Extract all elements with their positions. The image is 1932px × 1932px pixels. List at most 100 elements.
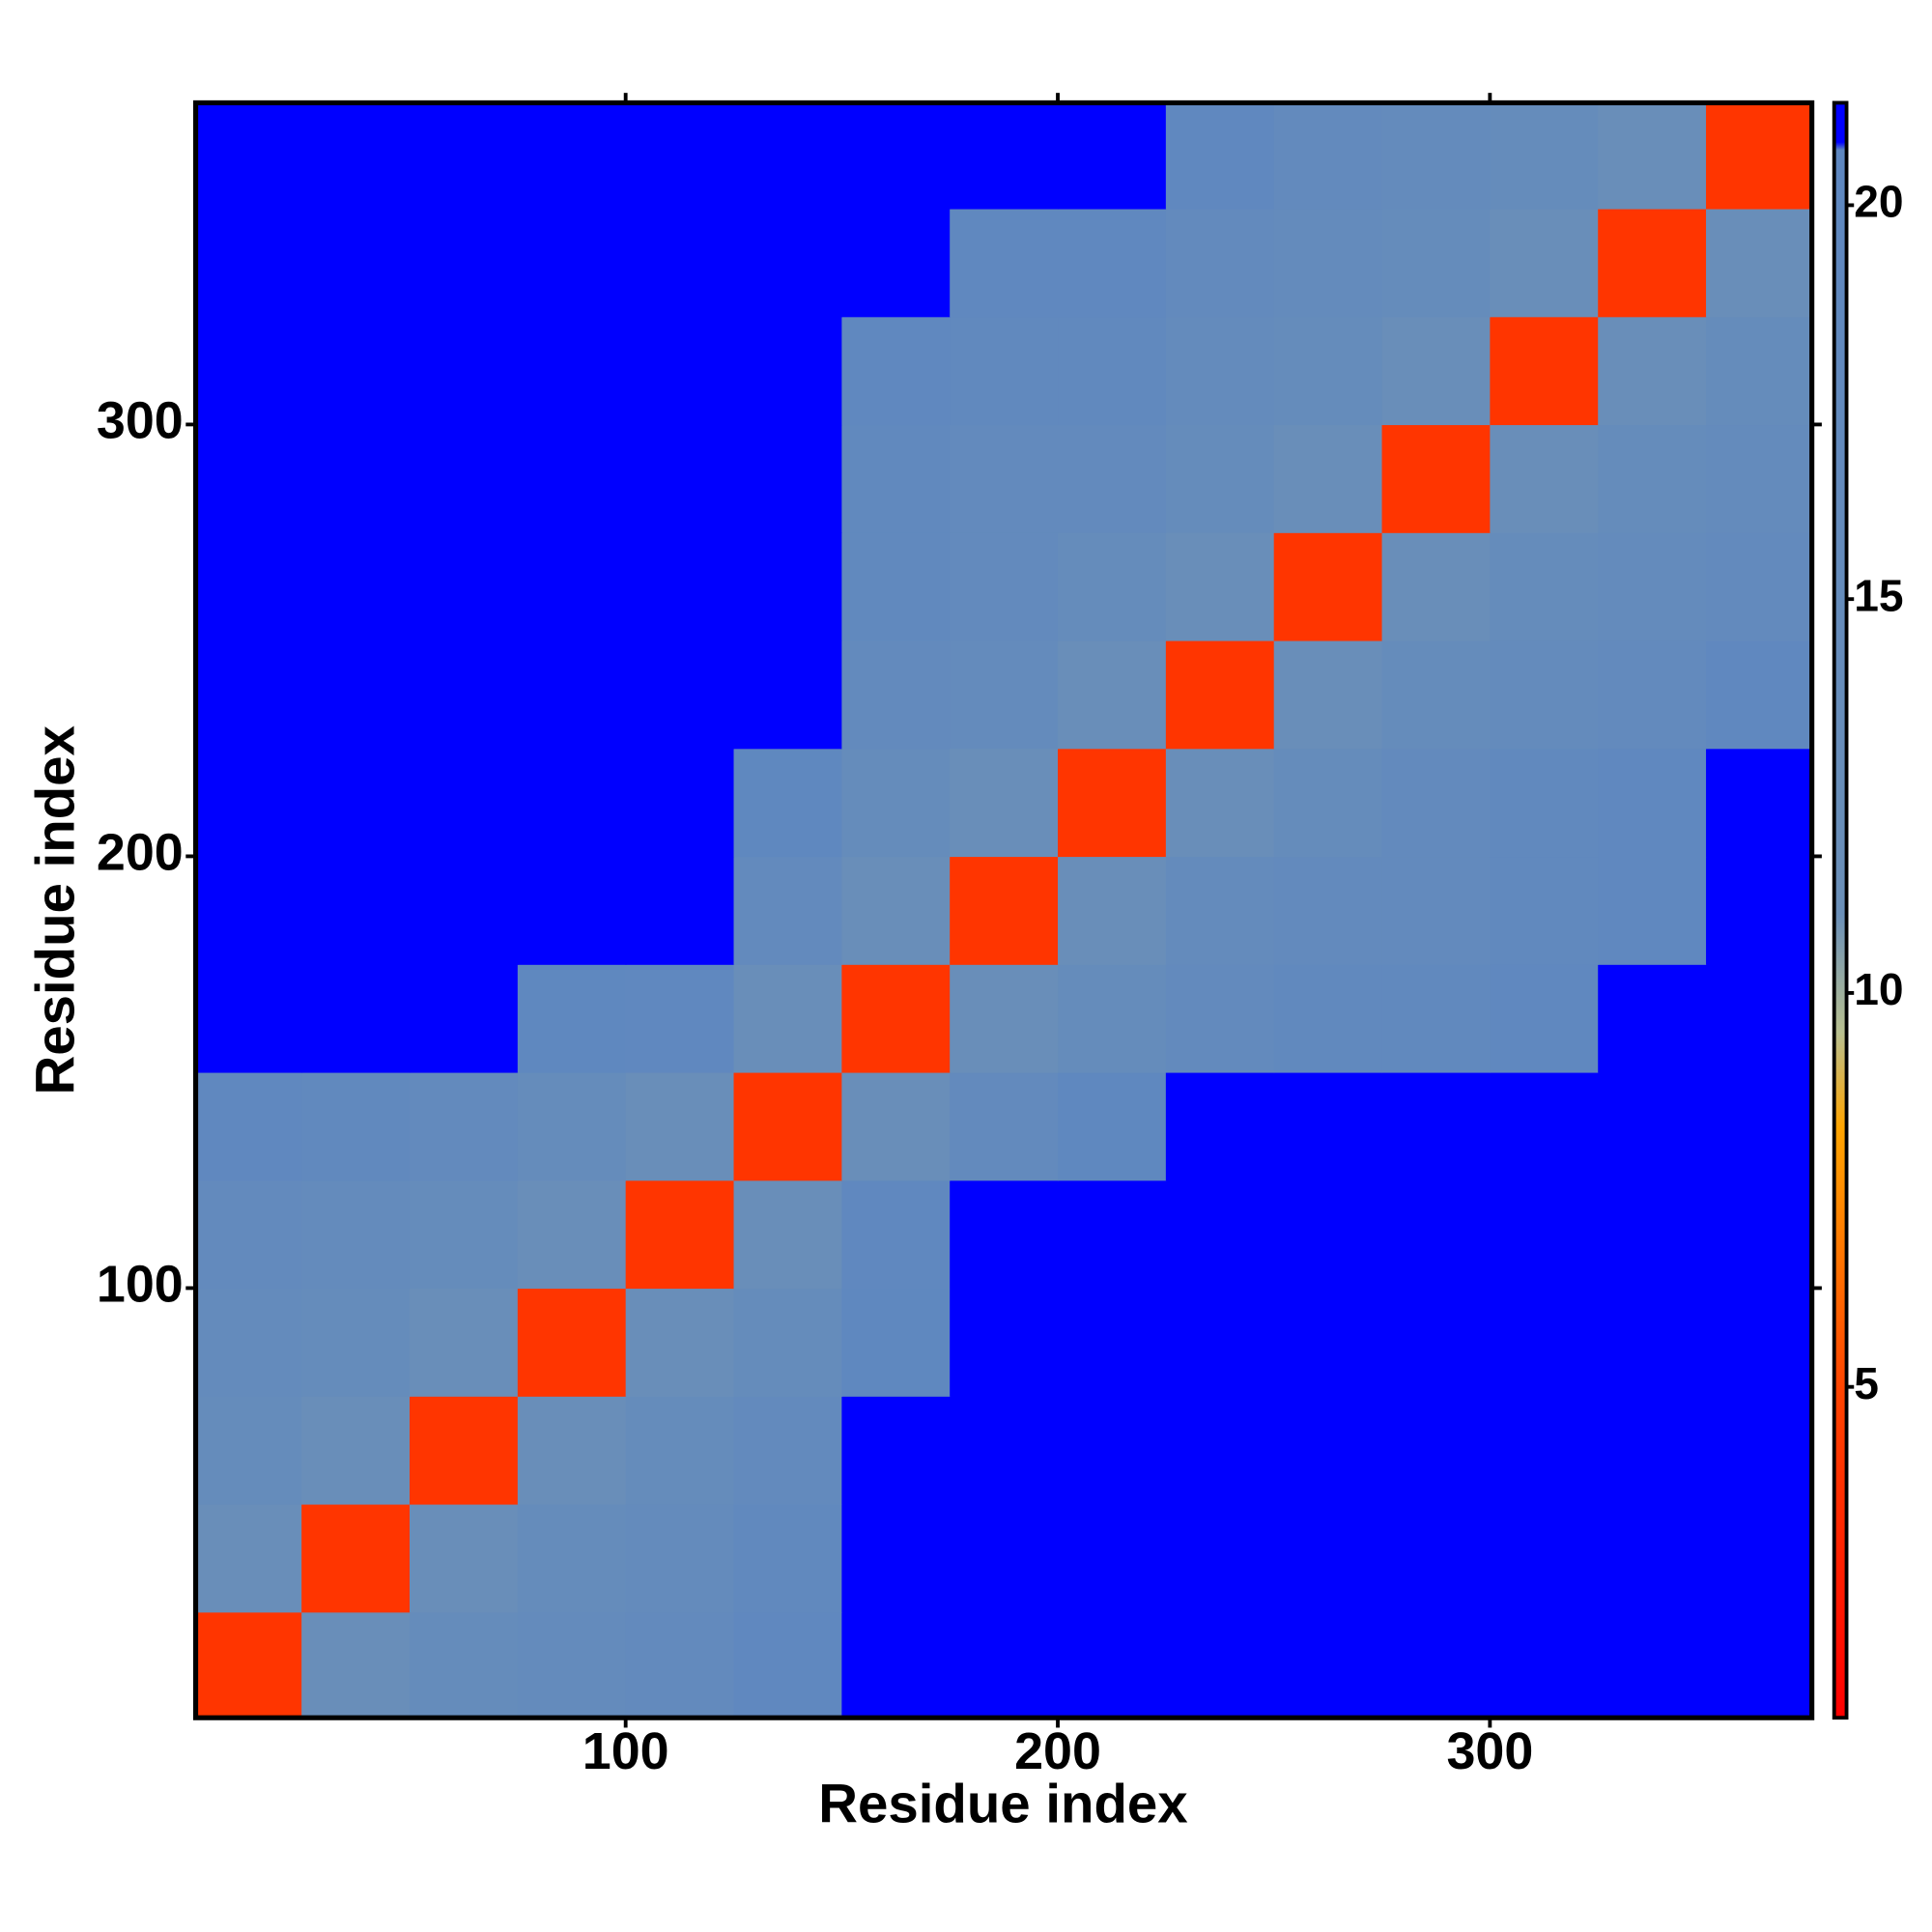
heatmap-cell [625,208,735,318]
heatmap-cell [1273,748,1383,858]
heatmap-cell [1706,1179,1812,1290]
heatmap-cell [301,1396,411,1505]
heatmap-cell [1165,1288,1275,1397]
heatmap-cell [1165,1179,1275,1290]
heatmap-cell [1165,1611,1275,1719]
heatmap-cell [1165,1071,1275,1181]
heatmap-cell [1490,639,1599,750]
heatmap-cell [733,964,842,1073]
heatmap-cell [301,639,411,750]
heatmap-cell [1490,856,1599,965]
heatmap-cell [841,1288,951,1397]
heatmap-cell [625,532,735,641]
heatmap-cell [410,1288,519,1397]
heatmap-cell [195,208,302,318]
heatmap-cell [1706,424,1812,533]
heatmap-cell [1598,1071,1707,1181]
heatmap-cell [1381,964,1492,1073]
heatmap-cell [950,639,1059,750]
heatmap-cell [1598,316,1707,426]
heatmap-cell [841,639,951,750]
heatmap-cell [410,1179,519,1290]
heatmap-cell [625,316,735,426]
heatmap-cell [950,856,1059,965]
heatmap-cell [1165,1503,1275,1613]
heatmap-cell [410,856,519,965]
heatmap-cell [1490,964,1599,1073]
heatmap-cell [410,316,519,426]
heatmap-cell [1598,102,1707,210]
heatmap-cell [410,1611,519,1719]
heatmap-cell [841,1611,951,1719]
heatmap-cell [1706,1396,1812,1505]
heatmap-cell [841,1179,951,1290]
heatmap-cell [625,856,735,965]
heatmap-cell [733,1179,842,1290]
heatmap-cell [1058,102,1167,210]
heatmap-cell [625,1611,735,1719]
heatmap-cell [1490,748,1599,858]
heatmap-cell [1706,748,1812,858]
heatmap-cell [1381,424,1492,533]
heatmap-cell [841,1396,951,1505]
heatmap-cell [733,1611,842,1719]
heatmap-cell [517,208,627,318]
heatmap-cell [301,1503,411,1613]
heatmap-cell [195,1179,302,1290]
heatmap-cell [733,1396,842,1505]
heatmap-cell [1058,1396,1167,1505]
colorbar [1832,100,1849,1720]
heatmap-cell [1381,1179,1492,1290]
heatmap-cell [841,856,951,965]
heatmap-cell [733,208,842,318]
colorbar-tick-label: 10 [1854,964,1903,1014]
heatmap-cell [841,316,951,426]
heatmap-cell [1598,639,1707,750]
heatmap-cell [517,1179,627,1290]
heatmap-cell [1598,856,1707,965]
heatmap-cell [195,748,302,858]
heatmap-cell [517,1071,627,1181]
heatmap-cell [1706,532,1812,641]
heatmap-cell [517,1396,627,1505]
heatmap-cell [1490,1396,1599,1505]
colorbar-tick-label: 5 [1854,1358,1879,1408]
x-tick-label: 100 [582,1722,669,1780]
heatmap-cell [1165,639,1275,750]
heatmap-cell [1058,1071,1167,1181]
heatmap-cell [195,1396,302,1505]
heatmap-cell [1165,532,1275,641]
heatmap-cell [1706,208,1812,318]
heatmap-cell [1706,102,1812,210]
heatmap-cell [1490,1179,1599,1290]
heatmap-cell [950,964,1059,1073]
heatmap-cell [625,1396,735,1505]
heatmap-cell [950,1288,1059,1397]
heatmap-cell [517,856,627,965]
x-tick-label: 200 [1014,1722,1101,1780]
heatmap-cell [1706,856,1812,965]
heatmap-cell [195,532,302,641]
heatmap-cell [625,424,735,533]
heatmap-cell [1058,316,1167,426]
heatmap-cell [1381,208,1492,318]
heatmap-cell [1165,102,1275,210]
heatmap-cell [733,102,842,210]
heatmap-cell [1165,1396,1275,1505]
heatmap-cell [301,748,411,858]
heatmap-cell [1381,1503,1492,1613]
heatmap-cell [1706,639,1812,750]
heatmap-cell [1381,1288,1492,1397]
x-axis-label: Residue index [818,1774,1187,1834]
heatmap-cell [950,424,1059,533]
heatmap-cell [1165,964,1275,1073]
heatmap-cell [950,208,1059,318]
heatmap-cell [1381,856,1492,965]
heatmap-cell [1706,1288,1812,1397]
heatmap-cell [733,532,842,641]
heatmap-cell [1381,1071,1492,1181]
heatmap-cell [1598,748,1707,858]
heatmap-cell [1058,964,1167,1073]
heatmap-cell [1273,424,1383,533]
